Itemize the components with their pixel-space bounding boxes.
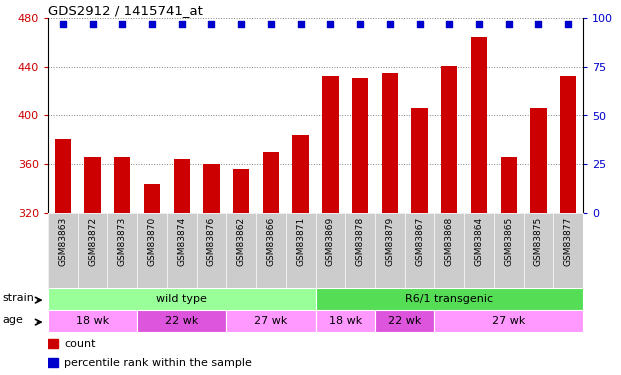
Bar (501, 157, 517, 213)
Bar (114, 157, 130, 213)
Bar (352, 78, 368, 213)
Bar (226, 310, 315, 332)
Point (385, 21, 395, 27)
Text: GSM83877: GSM83877 (564, 217, 573, 266)
Text: GSM83869: GSM83869 (326, 217, 335, 266)
Text: strain: strain (2, 293, 34, 303)
Bar (411, 108, 428, 213)
Text: 22 wk: 22 wk (388, 316, 422, 326)
Point (207, 21, 217, 27)
Text: GSM83867: GSM83867 (415, 217, 424, 266)
Point (88, 21, 97, 27)
Bar (48, 339, 58, 348)
Text: GSM83862: GSM83862 (237, 217, 246, 266)
Text: GSM83863: GSM83863 (58, 217, 67, 266)
Bar (48, 310, 137, 332)
Bar (263, 152, 279, 213)
Text: wild type: wild type (156, 294, 207, 304)
Point (415, 21, 425, 27)
Text: GDS2912 / 1415741_at: GDS2912 / 1415741_at (48, 4, 203, 17)
Bar (375, 310, 434, 332)
Text: 27 wk: 27 wk (254, 316, 288, 326)
Point (236, 21, 246, 27)
Text: count: count (64, 339, 96, 349)
Point (147, 21, 157, 27)
Bar (530, 108, 546, 213)
Bar (137, 310, 226, 332)
Bar (560, 76, 576, 213)
Point (117, 21, 127, 27)
Text: GSM83870: GSM83870 (148, 217, 156, 266)
Bar (434, 310, 583, 332)
Bar (174, 159, 190, 213)
Bar (292, 135, 309, 213)
Bar (233, 169, 250, 213)
Bar (48, 358, 58, 367)
Text: GSM83874: GSM83874 (177, 217, 186, 266)
Bar (382, 73, 398, 213)
Text: R6/1 transgenic: R6/1 transgenic (405, 294, 493, 304)
Bar (315, 310, 375, 332)
Point (355, 21, 365, 27)
Bar (203, 164, 220, 213)
Text: GSM83878: GSM83878 (356, 217, 365, 266)
Text: GSM83866: GSM83866 (266, 217, 276, 266)
Bar (315, 288, 583, 309)
Point (177, 21, 187, 27)
Bar (48, 288, 315, 309)
Text: percentile rank within the sample: percentile rank within the sample (64, 357, 252, 368)
Text: 27 wk: 27 wk (492, 316, 525, 326)
Text: 18 wk: 18 wk (76, 316, 109, 326)
Text: GSM83868: GSM83868 (445, 217, 454, 266)
Text: age: age (2, 315, 23, 325)
Text: GSM83875: GSM83875 (534, 217, 543, 266)
Point (296, 21, 306, 27)
Bar (471, 38, 487, 213)
Point (533, 21, 543, 27)
Text: GSM83871: GSM83871 (296, 217, 305, 266)
Text: 18 wk: 18 wk (329, 316, 362, 326)
Text: GSM83865: GSM83865 (504, 217, 513, 266)
Point (504, 21, 514, 27)
Bar (322, 76, 338, 213)
Bar (144, 184, 160, 213)
Point (266, 21, 276, 27)
Bar (55, 139, 71, 213)
Point (444, 21, 454, 27)
Point (474, 21, 484, 27)
Point (58, 21, 68, 27)
Text: GSM83864: GSM83864 (474, 217, 484, 266)
Text: GSM83873: GSM83873 (118, 217, 127, 266)
Bar (441, 66, 458, 213)
Text: GSM83879: GSM83879 (385, 217, 394, 266)
Text: GSM83876: GSM83876 (207, 217, 216, 266)
Point (325, 21, 335, 27)
Bar (84, 157, 101, 213)
Text: 22 wk: 22 wk (165, 316, 199, 326)
Point (563, 21, 573, 27)
Text: GSM83872: GSM83872 (88, 217, 97, 266)
